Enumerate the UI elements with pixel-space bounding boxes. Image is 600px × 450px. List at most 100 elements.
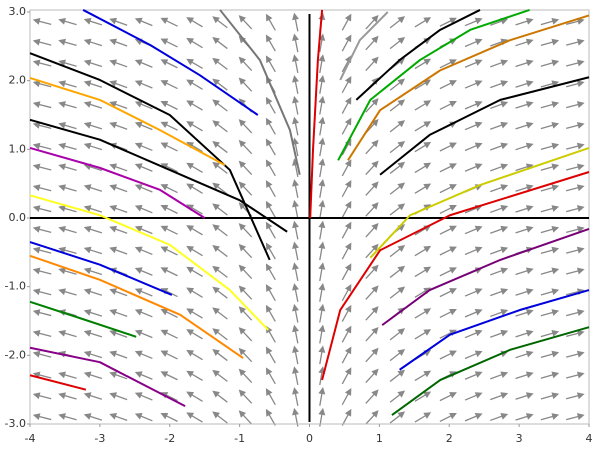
field-arrow [319,204,323,219]
field-arrow [267,163,276,177]
field-arrowhead [344,388,352,396]
field-arrow [490,394,504,401]
field-arrowhead [371,77,379,85]
field-arrow [88,228,103,234]
field-arrow [164,144,178,152]
field-arrowhead [83,59,92,67]
field-arrowhead [318,324,326,333]
field-arrowhead [371,389,379,397]
field-arrow [294,391,299,406]
field-arrowhead [344,180,352,188]
field-arrowhead [371,410,379,418]
field-arrow [190,143,203,153]
field-arrow [515,373,530,380]
x-tick-label: -4 [25,432,36,445]
field-arrow [37,269,52,275]
field-arrowhead [292,220,299,229]
field-arrow [566,290,580,296]
field-arrow [267,142,276,156]
field-arrowhead [160,204,169,212]
field-arrowhead [238,119,247,127]
field-arrowhead [265,138,273,147]
field-arrowhead [109,371,118,379]
field-arrowhead [160,308,169,316]
field-arrow [389,413,402,424]
field-arrow [113,415,128,422]
field-arrow [365,247,376,259]
field-arrow [139,414,153,422]
field-arrow [88,144,103,151]
field-arrowhead [576,142,585,150]
field-arrowhead [186,121,195,128]
field-arrowhead [397,161,406,169]
field-arrow [365,39,376,51]
field-arrow [113,352,128,359]
solution-curve [29,346,186,408]
field-arrow [241,330,253,342]
field-arrowhead [525,309,534,316]
field-arrow [190,19,203,28]
field-arrowhead [32,413,41,420]
field-arrowhead [423,100,432,107]
field-arrow [294,350,299,365]
field-arrowhead [474,121,483,129]
field-arrowhead [371,139,379,148]
field-arrowhead [500,267,509,275]
field-arrowhead [551,329,560,337]
field-arrowhead [423,162,432,170]
solution-curve [29,194,269,331]
field-arrow [566,124,580,130]
field-arrowhead [576,163,585,171]
field-arrow [113,290,128,297]
field-arrow [164,393,178,402]
field-arrowhead [160,412,169,420]
field-arrowhead [238,181,247,189]
field-arrowhead [83,142,92,150]
field-arrowhead [58,17,66,25]
field-arrowhead [318,137,326,145]
x-tick-label: 2 [446,432,453,445]
field-arrow [490,40,504,47]
field-arrow [113,331,128,338]
field-arrow [113,394,128,401]
solution-curve [391,326,590,416]
field-arrow [294,225,299,240]
field-arrowhead [109,80,118,87]
field-arrowhead [500,59,509,67]
field-arrowhead [238,160,247,169]
field-arrowhead [186,225,195,232]
field-arrowhead [423,183,432,191]
field-arrow [464,206,479,214]
field-arrow [319,59,323,74]
field-arrowhead [423,329,432,336]
field-arrow [515,207,530,213]
field-arrowhead [238,223,247,231]
field-arrow [566,249,580,254]
field-arrowhead [576,121,585,129]
field-arrow [190,39,203,49]
field-arrow [365,351,376,363]
field-arrow [62,82,77,88]
field-arrow [37,353,52,358]
field-arrow [37,103,52,109]
field-arrow [490,123,504,130]
field-arrow [389,101,402,112]
field-arrowhead [238,243,247,252]
field-arrowhead [32,309,41,316]
field-arrowhead [318,387,326,395]
field-arrow [515,186,530,192]
field-arrow [267,371,276,385]
field-arrowhead [160,80,169,87]
field-arrow [62,20,77,26]
field-arrow [464,40,479,48]
solution-curve [379,76,590,176]
field-arrowhead [134,101,143,108]
field-arrowhead [525,142,534,150]
field-arrow [190,268,203,278]
field-arrowhead [576,413,585,420]
field-arrowhead [576,80,585,88]
field-arrow [464,19,479,27]
field-arrowhead [32,205,41,212]
field-arrowhead [423,308,432,315]
field-arrowhead [344,13,352,22]
